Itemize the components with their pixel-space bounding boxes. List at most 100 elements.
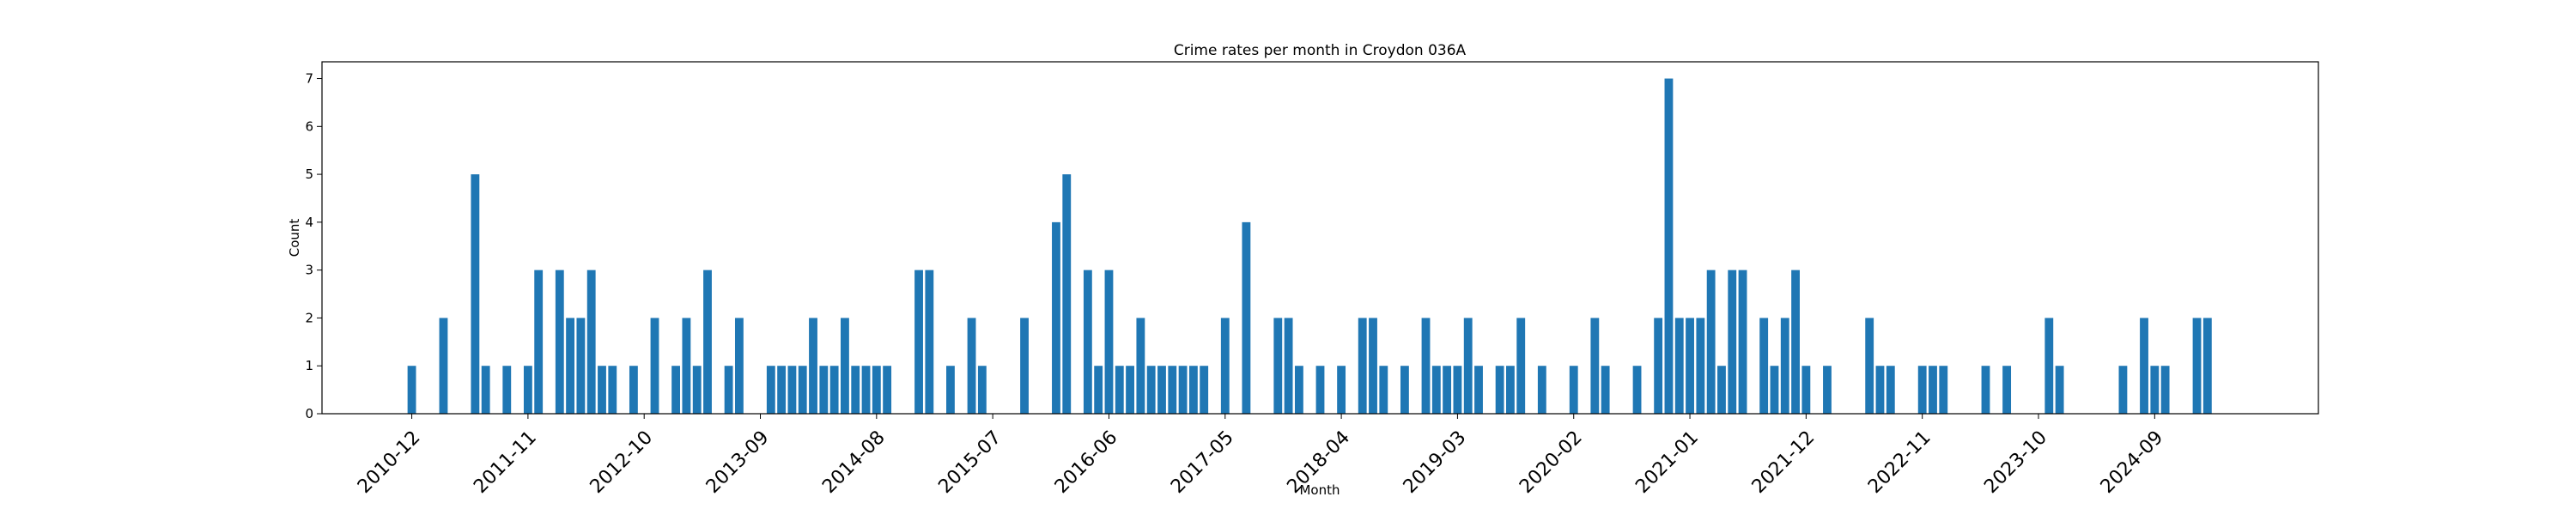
bar [1929, 366, 1937, 414]
bar [1083, 270, 1092, 414]
chart-title: Crime rates per month in Croydon 036A [1174, 42, 1467, 59]
bar [2118, 366, 2128, 414]
x-tick-label: 2015-07 [934, 427, 1005, 498]
bar [1875, 366, 1885, 414]
x-tick-label: 2020-02 [1516, 427, 1587, 498]
bar [1686, 318, 1694, 414]
bar [2192, 318, 2202, 414]
y-axis-ticks: 0 1 2 3 4 5 6 7 [305, 71, 322, 421]
bar [1537, 366, 1546, 414]
bars [407, 78, 2212, 415]
bar [1717, 366, 1726, 414]
bar [1062, 174, 1072, 414]
x-tick-label: 2011-11 [470, 427, 541, 498]
bar [819, 366, 829, 414]
bar [2140, 318, 2148, 414]
bar [586, 270, 596, 414]
bar [692, 366, 702, 414]
bar [1188, 366, 1198, 414]
bar [1020, 318, 1029, 414]
bar [1823, 366, 1832, 414]
plot-frame [321, 61, 2319, 415]
bar [439, 318, 448, 414]
bar [534, 270, 544, 414]
bar [502, 366, 512, 414]
bar [1358, 318, 1367, 414]
bar [724, 366, 733, 414]
bar [682, 318, 691, 414]
bar [1674, 318, 1684, 414]
bar [1632, 366, 1642, 414]
bar [809, 318, 817, 414]
bar [861, 366, 871, 414]
bar [1865, 318, 1874, 414]
bar [829, 366, 839, 414]
bar [1506, 366, 1515, 414]
bar [1094, 366, 1103, 414]
bar [1273, 318, 1283, 414]
bar [1939, 366, 1948, 414]
bar [1115, 366, 1124, 414]
bar [798, 366, 807, 414]
bar [1664, 78, 1674, 415]
bar [1738, 270, 1747, 414]
x-tick-label: 2013-09 [702, 427, 774, 498]
bar [2150, 366, 2160, 414]
bar [1369, 318, 1377, 414]
bar [523, 366, 532, 414]
bar [1126, 366, 1134, 414]
bar [1168, 366, 1177, 414]
bar [1654, 318, 1663, 414]
x-tick-label: 2010-12 [354, 427, 425, 498]
bar [1696, 318, 1705, 414]
bar [1242, 221, 1251, 414]
bar [1052, 221, 1060, 414]
x-tick-label: 2017-05 [1167, 427, 1238, 498]
x-tick-label: 2014-08 [818, 427, 890, 498]
bar [766, 366, 775, 414]
bar [1294, 366, 1303, 414]
bar [1759, 318, 1769, 414]
x-tick-label: 2023-10 [1980, 427, 2051, 498]
bar [1453, 366, 1462, 414]
bar [851, 366, 860, 414]
bar [1315, 366, 1325, 414]
bar [1463, 318, 1473, 414]
bar [1178, 366, 1188, 414]
x-tick-label: 2016-06 [1051, 427, 1122, 498]
bar [1590, 318, 1600, 414]
bar [1146, 366, 1156, 414]
bar [1770, 366, 1779, 414]
bar [777, 366, 787, 414]
y-tick-label: 7 [305, 71, 313, 87]
bar [1337, 366, 1346, 414]
bar [1220, 318, 1230, 414]
bar [576, 318, 586, 414]
x-axis-ticks: 2010-12 2011-11 2012-10 2013-09 2014-08 2015-… [354, 414, 2167, 498]
bar [914, 270, 923, 414]
y-tick-label: 2 [305, 310, 313, 325]
y-tick-label: 3 [305, 263, 313, 278]
y-tick-label: 5 [305, 167, 313, 182]
bar [787, 366, 797, 414]
bar [2202, 318, 2212, 414]
bar [1706, 270, 1716, 414]
bar [1421, 318, 1431, 414]
bar [650, 318, 659, 414]
bar [1431, 366, 1441, 414]
bar [566, 318, 575, 414]
x-tick-label: 2024-09 [2097, 427, 2168, 498]
x-tick-label: 2021-01 [1631, 427, 1703, 498]
bar [1400, 366, 1409, 414]
y-tick-label: 6 [305, 118, 313, 134]
bar [841, 318, 849, 414]
bar [481, 366, 490, 414]
bar [734, 318, 744, 414]
y-axis-label: Count [287, 219, 302, 258]
bar [2044, 318, 2054, 414]
bar [1284, 318, 1293, 414]
bar [555, 270, 564, 414]
bar [977, 366, 987, 414]
x-axis-label: Month [1299, 482, 1340, 498]
